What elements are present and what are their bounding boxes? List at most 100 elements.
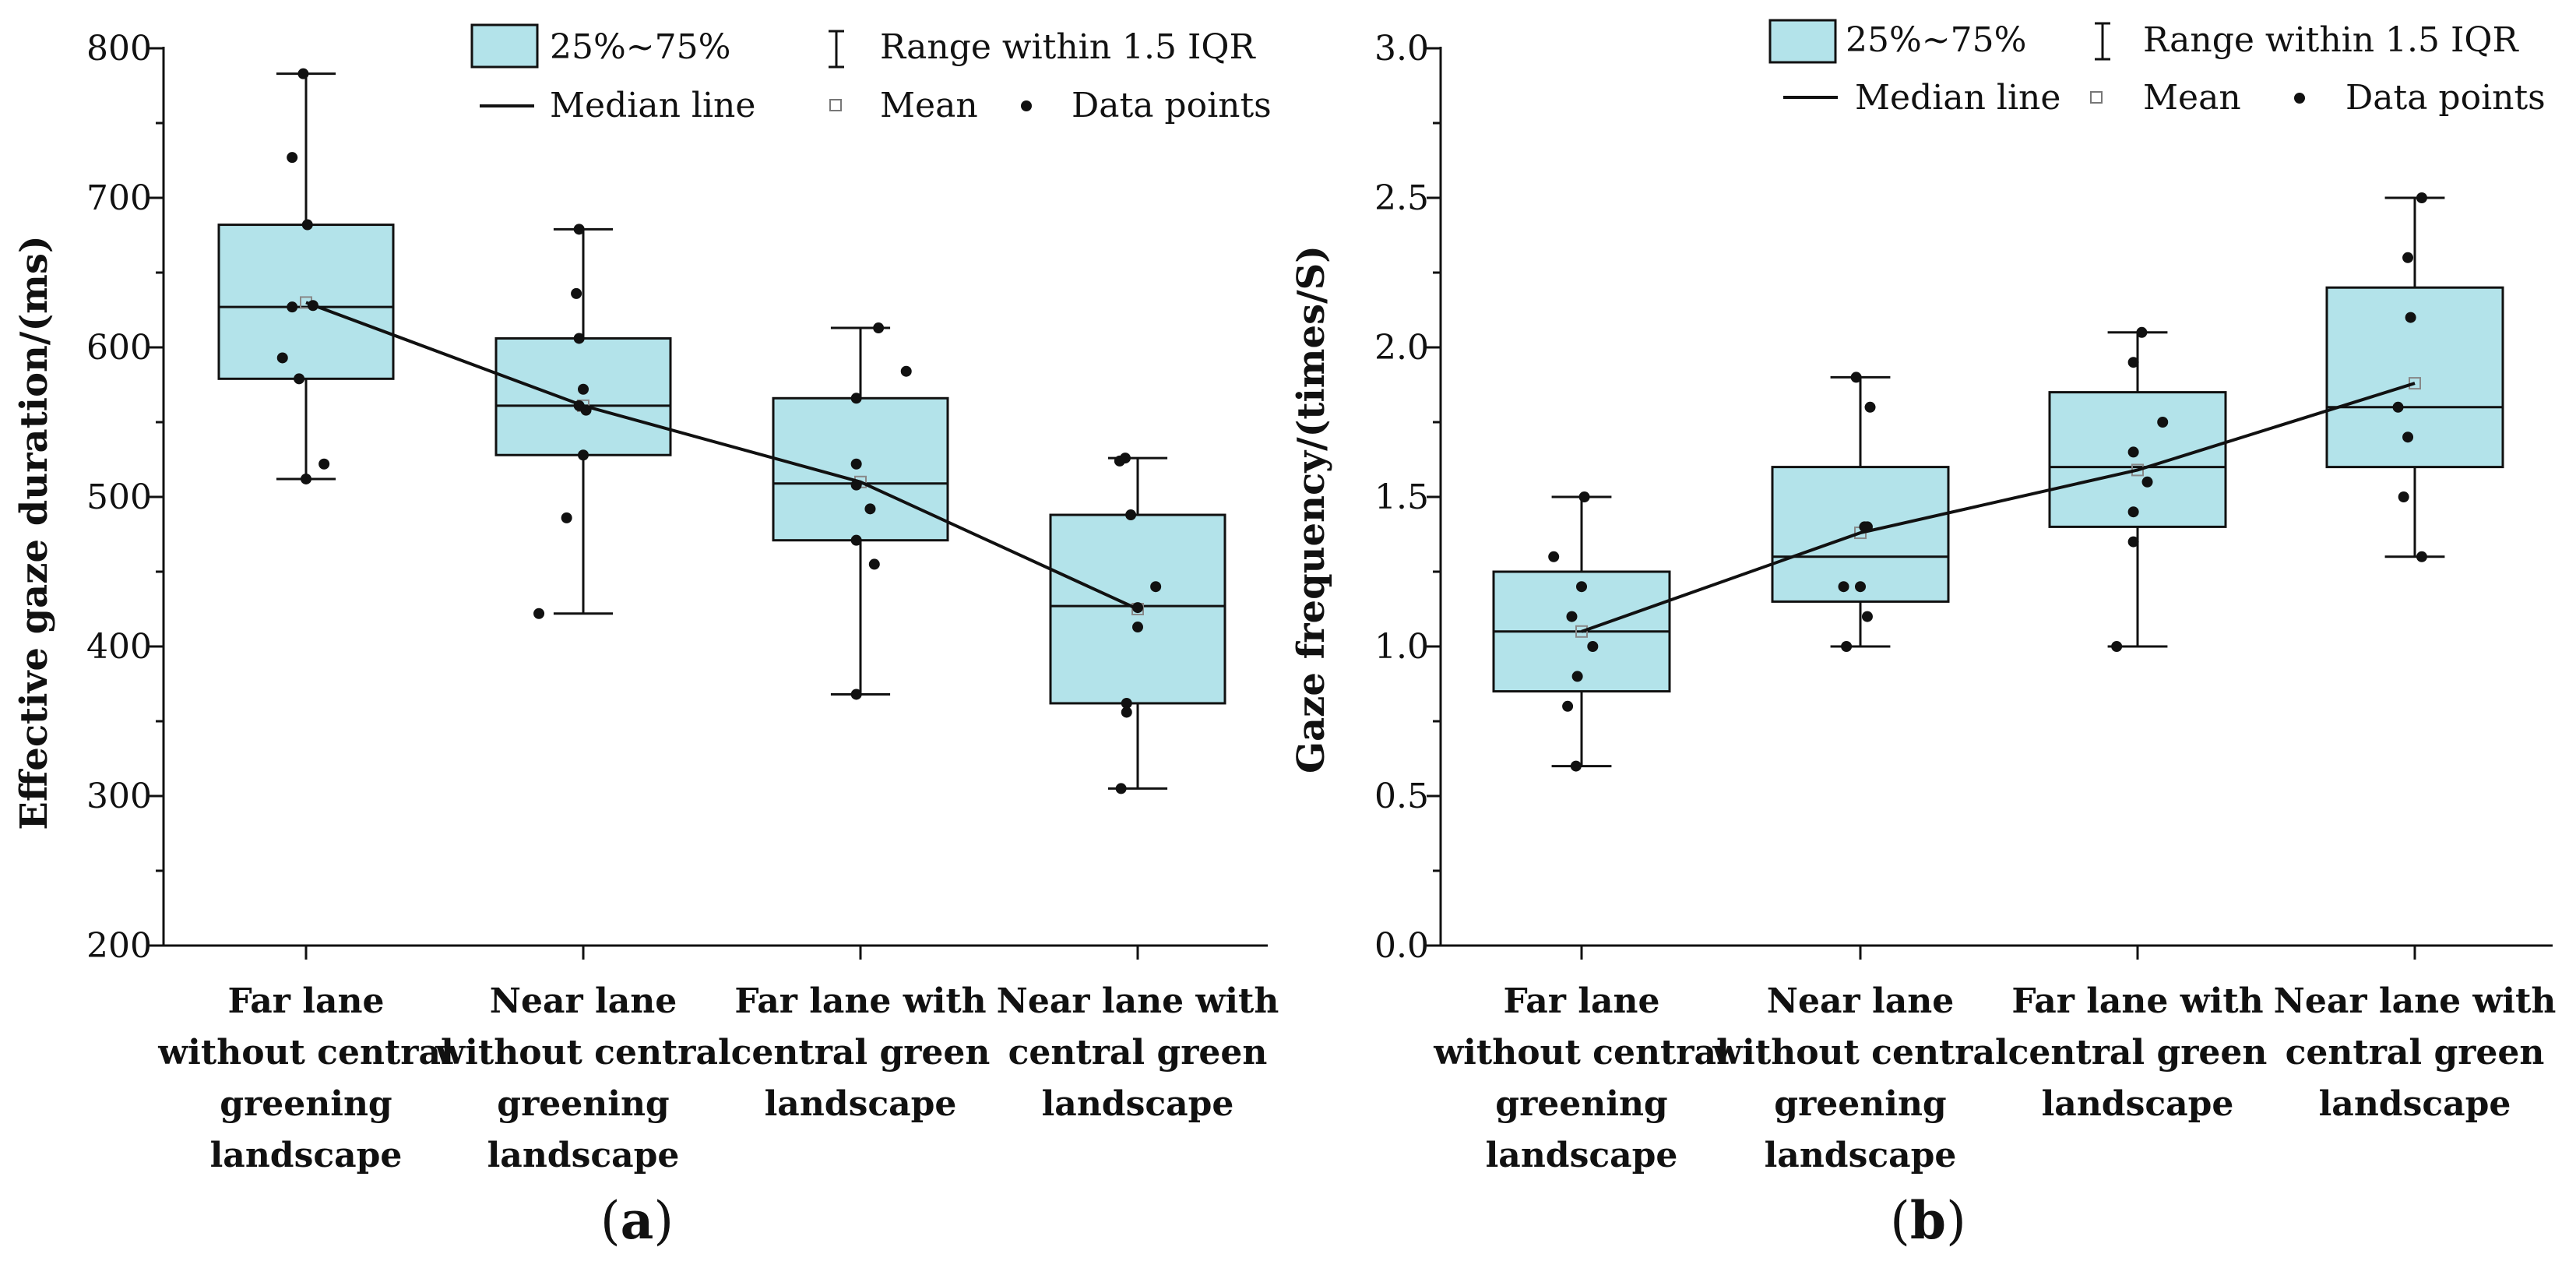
legend-mean-label: Mean xyxy=(2143,78,2241,118)
y-tick-label: 3.0 xyxy=(1374,29,1429,69)
data-point xyxy=(573,333,585,344)
data-point xyxy=(850,458,862,470)
legend-box-label: 25%~75% xyxy=(550,27,730,67)
panel-b-legend: 25%~75% Range within 1.5 IQR Median line… xyxy=(1768,19,2546,118)
legend-range-label: Range within 1.5 IQR xyxy=(880,27,1256,67)
legend-point-marker xyxy=(2294,93,2305,104)
data-point xyxy=(850,534,862,546)
data-point xyxy=(1548,551,1560,562)
category-label-line: central green xyxy=(1008,1033,1268,1073)
category-label-line: Far lane xyxy=(227,981,384,1021)
category-label: Far lane without central greening landscape xyxy=(1433,981,1729,1175)
legend-box-swatch xyxy=(1768,19,1837,64)
data-point xyxy=(580,404,592,416)
data-point xyxy=(294,373,305,385)
data-point xyxy=(2127,357,2139,368)
data-point xyxy=(1587,641,1599,652)
data-point xyxy=(2398,491,2409,502)
legend-range-icon xyxy=(829,30,844,69)
category-label: Near lane without central greening landscap… xyxy=(1712,981,2008,1175)
category-label-line: Near lane with xyxy=(2274,981,2557,1021)
category-label-line: landscape xyxy=(765,1084,957,1124)
data-point xyxy=(2405,312,2416,323)
data-point xyxy=(1861,611,1873,622)
y-tick-label: 0.5 xyxy=(1374,777,1429,816)
category-label-line: greening xyxy=(1774,1084,1946,1124)
data-point xyxy=(1115,783,1127,794)
panel-a-label: (a) xyxy=(600,1190,674,1251)
data-point xyxy=(307,300,318,312)
data-point xyxy=(1861,521,1873,533)
data-point xyxy=(2416,551,2427,562)
data-point xyxy=(1841,641,1853,652)
y-tick-label: 500 xyxy=(86,477,152,517)
data-point xyxy=(900,365,912,377)
data-point xyxy=(2111,641,2123,652)
box-iqr xyxy=(2048,391,2227,528)
category-label: Near lane with central green landscape xyxy=(997,981,1279,1124)
category-label: Near lane without central greening landscap… xyxy=(435,981,730,1175)
data-point xyxy=(2141,476,2153,488)
category-label-line: without central xyxy=(157,1033,453,1073)
data-point xyxy=(1132,622,1143,633)
category-label-line: without central xyxy=(1712,1033,2008,1073)
data-point xyxy=(561,512,572,523)
y-tick-label: 800 xyxy=(86,29,152,69)
category-label-line: landscape xyxy=(1486,1136,1678,1175)
data-point xyxy=(873,322,885,334)
y-tick-label: 1.5 xyxy=(1374,477,1429,517)
data-point xyxy=(868,558,880,570)
category-label-line: greening xyxy=(497,1084,669,1124)
category-label-line: Near lane xyxy=(490,981,677,1021)
legend-mean-marker xyxy=(2090,91,2103,104)
panel-b-plot: 0.0 0.5 1.0 1.5 2.0 2.5 3.0 Far lane without cen… xyxy=(1374,29,2556,1175)
legend-mean-marker xyxy=(829,99,842,111)
y-tick-label: 700 xyxy=(86,178,152,218)
category-label-line: landscape xyxy=(2042,1084,2234,1124)
mean-marker xyxy=(2409,377,2421,390)
box-iqr xyxy=(494,336,672,456)
data-point xyxy=(1119,453,1131,464)
data-point xyxy=(1566,611,1578,622)
category-label-line: Far lane with xyxy=(734,981,986,1021)
category-label-line: landscape xyxy=(210,1136,403,1175)
data-point xyxy=(1570,760,1582,772)
data-point xyxy=(1562,700,1574,712)
category-label-line: landscape xyxy=(487,1136,680,1175)
data-point xyxy=(1855,581,1866,593)
data-point xyxy=(1864,401,1876,413)
box-iqr xyxy=(772,396,949,542)
mean-marker xyxy=(1575,625,1588,638)
panel-a: 25%~75% Range within 1.5 IQR Median line… xyxy=(12,23,1279,1251)
data-point xyxy=(850,689,862,700)
data-point xyxy=(2392,401,2404,413)
y-tick-label: 2.0 xyxy=(1374,328,1429,368)
category-label-line: landscape xyxy=(1765,1136,1957,1175)
data-point xyxy=(1576,581,1587,593)
category-label-line: Near lane with xyxy=(997,981,1279,1021)
data-point xyxy=(1571,671,1583,682)
data-point xyxy=(1121,706,1132,718)
panel-a-legend: 25%~75% Range within 1.5 IQR Median line… xyxy=(470,23,1272,125)
data-point xyxy=(2157,417,2169,428)
data-point xyxy=(2127,506,2139,518)
data-point xyxy=(2402,252,2414,263)
category-label: Far lane with central green landscape xyxy=(731,981,991,1124)
data-point xyxy=(301,473,311,484)
data-point xyxy=(1150,581,1162,593)
category-label-line: greening xyxy=(1495,1084,1667,1124)
data-point xyxy=(850,479,862,491)
category-label-line: Near lane xyxy=(1767,981,1954,1021)
legend-median-label: Median line xyxy=(550,86,755,125)
category-label: Near lane with central green landscape xyxy=(2274,981,2557,1124)
legend-range-icon xyxy=(2095,22,2110,61)
category-label: Far lane with central green landscape xyxy=(2008,981,2268,1124)
data-point xyxy=(2127,536,2139,548)
data-point xyxy=(2416,192,2427,203)
y-tick-label: 0.0 xyxy=(1374,926,1429,966)
data-point xyxy=(571,287,582,299)
data-point xyxy=(533,608,545,619)
legend-points-label: Data points xyxy=(2345,78,2546,118)
data-point xyxy=(287,152,298,164)
data-point xyxy=(850,393,862,404)
